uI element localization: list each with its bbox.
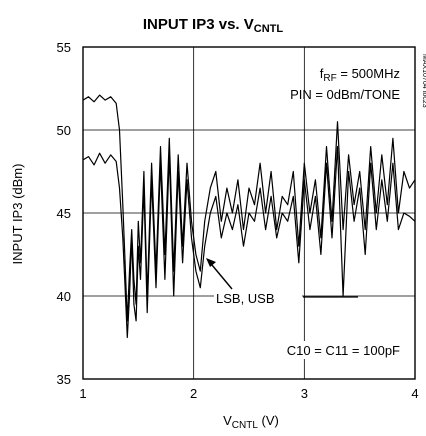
x-axis-label-main: V — [223, 413, 232, 428]
annotation-pin: PIN = 0dBm/TONE — [290, 87, 400, 102]
annotation-frf-value: = 500MHz — [337, 66, 400, 81]
annotation-frf-prefix: f — [320, 66, 324, 81]
y-tick-label: 50 — [57, 123, 71, 138]
x-axis-label: VCNTL (V) — [223, 413, 279, 431]
annotation-frf: fRF = 500MHz — [320, 66, 400, 84]
chart-title-sub: CNTL — [254, 23, 284, 35]
y-tick-label: 35 — [57, 372, 71, 387]
series-group — [82, 94, 416, 339]
y-tick-label: 55 — [57, 40, 71, 55]
cap-label-bg — [262, 341, 406, 359]
x-tick-label: 3 — [301, 386, 308, 401]
annotation-side-id: MAX10704 toc23 — [421, 54, 426, 108]
annotation-cap: C10 = C11 = 100pF — [287, 343, 400, 358]
annotation-frf-sub: RF — [323, 73, 336, 84]
x-axis-label-unit: (V) — [258, 413, 279, 428]
lsb-usb-arrow-head — [206, 258, 216, 267]
x-tick-label: 2 — [190, 386, 197, 401]
y-axis-label: INPUT IP3 (dBm) — [10, 164, 25, 265]
x-tick-label: 1 — [79, 386, 86, 401]
lsb-usb-label-bg — [214, 289, 302, 307]
chart-title: INPUT IP3 vs. VCNTL — [143, 16, 283, 35]
tick-labels: 1 2 3 4 35 40 45 50 55 — [57, 40, 419, 401]
chart-title-main: INPUT IP3 vs. V — [143, 16, 254, 33]
lsb-usb-arrow-line — [211, 264, 233, 290]
x-axis-label-sub: CNTL — [232, 420, 259, 431]
y-tick-label: 45 — [57, 206, 71, 221]
series-line-1 — [82, 94, 416, 322]
plot-frame — [82, 46, 416, 380]
series-line-2 — [82, 146, 416, 339]
y-tick-label: 40 — [57, 289, 71, 304]
x-tick-label: 4 — [411, 386, 418, 401]
annotation-lsb-usb: LSB, USB — [216, 291, 275, 306]
